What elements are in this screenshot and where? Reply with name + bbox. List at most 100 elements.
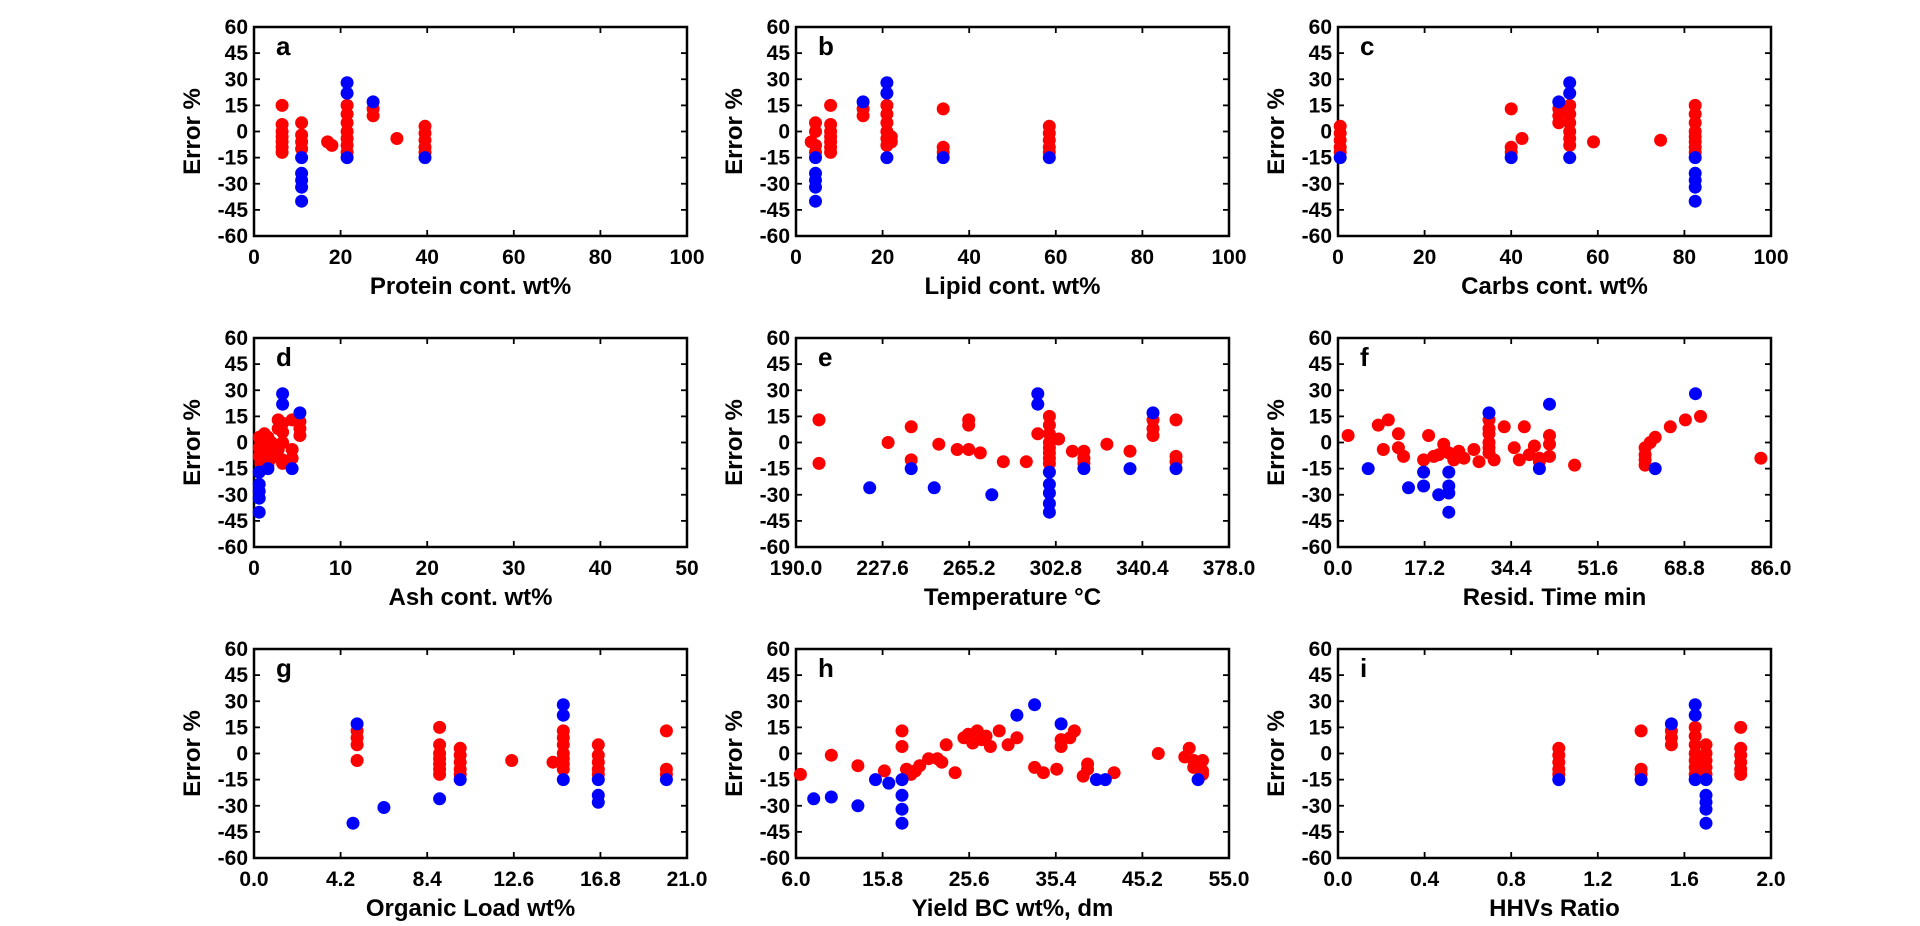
data-point-red [350,738,364,752]
data-point-blue [1532,462,1546,476]
y-tick-label: 60 [767,638,790,661]
panel-letter: c [1360,31,1374,61]
data-point-red [904,420,918,434]
y-tick-label: -15 [218,769,249,792]
data-point-blue [276,387,290,401]
x-axis-label: Yield BC wt%, dm [912,895,1114,922]
data-point-blue [1634,773,1648,787]
data-point-red [505,754,519,767]
data-point-blue [1042,505,1056,519]
data-point-blue [1146,406,1160,420]
x-tick-label: 0.0 [239,868,268,891]
y-tick-label: 60 [767,327,790,350]
y-tick-label: 15 [1309,94,1333,117]
y-tick-label: 45 [225,42,249,65]
y-tick-label: -60 [760,225,790,248]
data-point-blue [418,151,432,165]
data-point-blue [880,76,894,90]
data-point-red [950,443,964,456]
data-point-blue [1543,397,1556,411]
y-tick-label: 30 [1309,68,1332,91]
data-point-red [824,98,838,112]
x-tick-label: 55.0 [1209,868,1250,891]
data-point-blue [895,816,909,830]
data-point-red [1169,413,1183,427]
data-point-red [1457,451,1471,465]
data-point-blue [1699,816,1713,830]
panel-b: 0 20 40 60 80 100 -60 -45 -30 -15 0 15 30 45 60 Lipid c… [721,16,1247,300]
panel-h: 6.0 15.8 25.6 35.4 45.2 55.0 -60 -45 -30 -15 0 15 30… [721,638,1249,922]
y-tick-label: 15 [767,716,791,739]
y-tick-label: 0 [778,743,790,766]
y-tick-label: -30 [760,173,790,196]
data-point-red [1397,449,1410,463]
data-point-red [1543,437,1556,451]
data-point-red [824,145,838,159]
data-point-red [433,720,447,734]
data-point-blue [591,795,605,809]
data-point-red [809,125,822,138]
y-tick-label: 30 [767,379,790,402]
y-tick-label: -45 [1302,199,1333,222]
x-tick-label: 30 [502,557,525,580]
x-tick-label: 40 [416,246,439,269]
data-point-blue [1699,802,1713,816]
data-point-blue [1417,479,1431,493]
data-point-blue [1664,717,1678,731]
data-point-red [1515,132,1529,145]
data-point-blue [1563,76,1577,90]
data-point-red [1100,437,1114,451]
x-axis-label: Protein cont. wt% [370,273,571,300]
data-point-red [962,443,976,456]
data-point-blue [340,151,354,165]
data-point-red [325,138,339,152]
data-point-blue [1688,773,1702,787]
panel-d: 0 10 20 30 40 50 -60 -45 -30 -15 0 15 30 45 60 Ash cont… [179,327,699,611]
data-point-red [350,754,364,767]
y-tick-label: 30 [767,690,790,713]
y-tick-label: -60 [1302,536,1332,559]
data-point-blue [340,86,354,100]
y-tick-label: -45 [218,510,249,533]
y-tick-label: 60 [225,16,248,39]
y-tick-label: 0 [236,743,248,766]
data-point-red [884,135,898,149]
data-point-blue [366,95,380,109]
data-point-blue [1482,406,1496,420]
x-tick-label: 60 [502,246,525,269]
x-tick-label: 20 [1413,246,1436,269]
data-point-red [295,116,309,130]
data-point-red [1694,409,1707,423]
data-point-red [935,755,949,769]
data-point-red [1432,448,1446,462]
data-point-red [1151,747,1165,760]
data-point-blue [293,406,307,420]
x-tick-label: 0 [248,246,260,269]
x-tick-label: 20 [329,246,352,269]
panel-i: 0.0 0.4 0.8 1.2 1.6 2.0 -60 -45 -30 -15 0 15 30 45 60 H… [1263,638,1786,922]
x-tick-label: 45.2 [1122,868,1163,891]
y-tick-label: 60 [225,327,248,350]
data-point-red [1734,767,1748,781]
data-point-red [1648,430,1662,444]
data-point-blue [927,481,941,495]
data-point-red [939,738,953,752]
data-point-blue [1417,465,1431,479]
data-point-blue [1123,462,1137,476]
x-tick-label: 0 [1332,246,1344,269]
data-point-red [546,755,560,769]
data-point-blue [1699,773,1713,787]
data-point-red [856,109,870,123]
data-point-blue [1552,95,1566,109]
data-point-blue [807,792,821,806]
y-tick-label: 45 [767,353,791,376]
panel-letter: a [276,31,291,61]
y-tick-label: 30 [225,68,248,91]
data-point-blue [340,76,354,90]
x-tick-label: 0 [248,557,260,580]
panel-letter: e [818,342,832,372]
data-point-red [1341,429,1355,442]
data-point-blue [377,801,391,814]
y-tick-label: -15 [1302,769,1333,792]
